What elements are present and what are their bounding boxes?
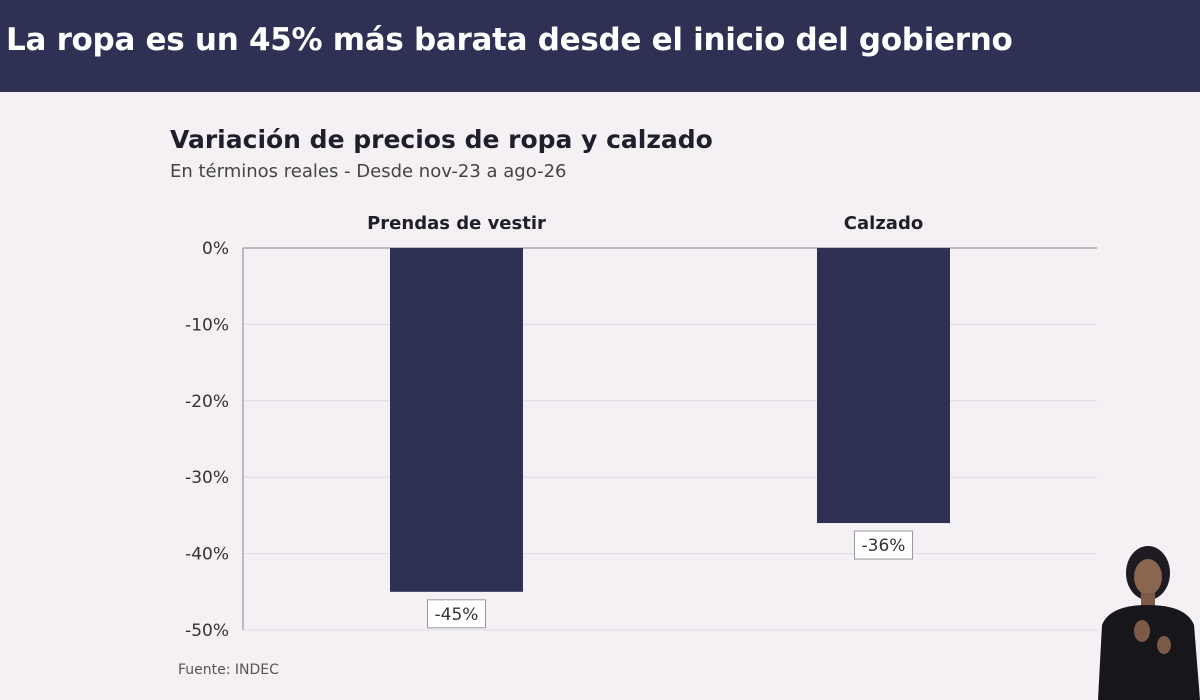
category-label: Prendas de vestir [367, 213, 546, 234]
chart-title: Variación de precios de ropa y calzado [170, 125, 713, 154]
title-banner: La ropa es un 45% más barata desde el in… [0, 0, 1200, 92]
data-label: -45% [435, 605, 479, 625]
y-tick-label: -40% [185, 545, 229, 565]
page-title: La ropa es un 45% más barata desde el in… [6, 22, 1013, 58]
y-tick-label: 0% [202, 239, 229, 259]
bar [817, 248, 950, 524]
y-tick-label: -10% [185, 315, 229, 335]
category-label: Calzado [844, 213, 923, 234]
y-tick-label: -30% [185, 468, 229, 488]
data-label: -36% [862, 536, 906, 556]
sign-language-interpreter-icon [1098, 546, 1200, 700]
y-tick-label: -20% [185, 392, 229, 412]
data-label-box [427, 599, 486, 629]
chart-subtitle: En términos reales - Desde nov-23 a ago-… [170, 161, 567, 182]
y-tick-label: -50% [185, 621, 229, 641]
data-label-box [854, 530, 913, 560]
chart-source: Fuente: INDEC [178, 662, 279, 678]
bar [390, 248, 523, 592]
